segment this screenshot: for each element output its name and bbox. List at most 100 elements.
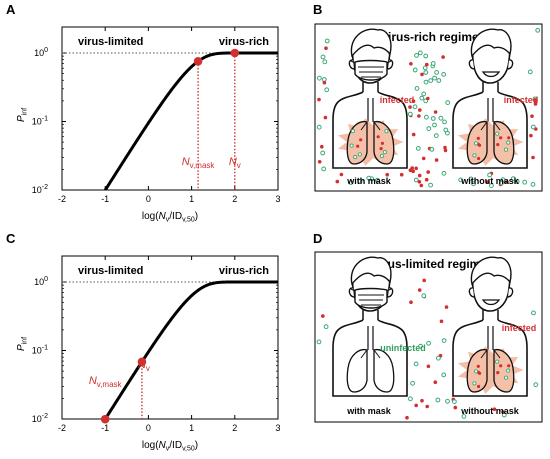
x-tick-label: 1 xyxy=(189,423,194,433)
virus-particle xyxy=(510,176,516,182)
regime-label-rich: virus-rich xyxy=(219,36,269,48)
mask-straps xyxy=(350,288,392,292)
data-point xyxy=(100,414,110,424)
virus-particle xyxy=(445,398,450,404)
ear xyxy=(507,287,514,298)
virus-particle xyxy=(426,96,430,101)
lung-virus-particle xyxy=(353,155,358,160)
virus-particle xyxy=(426,364,431,369)
neck xyxy=(482,82,499,92)
virus-particle xyxy=(420,72,424,77)
x-tick-label: -2 xyxy=(58,194,66,204)
x-tick-label: 0 xyxy=(146,423,151,433)
right-lung xyxy=(373,348,395,393)
trachea xyxy=(367,326,374,350)
virus-particle xyxy=(452,399,457,405)
neck xyxy=(482,310,499,320)
virus-particle xyxy=(414,403,419,408)
virus-particle xyxy=(412,104,418,110)
virus-particle xyxy=(429,147,435,152)
torso xyxy=(332,319,408,397)
caption-left: with mask xyxy=(346,406,392,416)
virus-particle xyxy=(357,178,363,184)
virus-particle xyxy=(405,415,409,420)
plot-frame xyxy=(61,26,279,191)
lung-virus-particle xyxy=(499,364,503,368)
virus-particle xyxy=(414,86,420,91)
hair xyxy=(470,28,512,58)
illustration-b: B virus-rich regime infected infected wi… xyxy=(313,2,543,192)
y-tick-label: 10-1 xyxy=(32,116,48,127)
virus-particle xyxy=(468,176,474,182)
virus-particle xyxy=(422,65,428,71)
mask-pleats xyxy=(358,294,384,306)
virus-particle xyxy=(418,108,422,112)
panel-letter: A xyxy=(6,2,16,17)
virus-particle xyxy=(411,99,416,103)
virus-particle xyxy=(320,144,324,149)
bronchi xyxy=(360,121,381,131)
point-label: Nv,mask xyxy=(182,156,216,170)
virus-particle xyxy=(399,172,404,177)
y-tick-label: 100 xyxy=(34,276,48,287)
virus-particle xyxy=(430,61,436,66)
lung-virus-particle xyxy=(382,150,387,155)
virus-particle xyxy=(433,110,438,114)
neck xyxy=(362,82,379,92)
point-label: Nv,mask xyxy=(89,375,123,389)
x-tick-label: -2 xyxy=(58,423,66,433)
person-without-mask xyxy=(452,256,528,397)
ear xyxy=(468,287,475,298)
virus-particle xyxy=(430,116,436,121)
chart-a: A virus-limited virus-rich -2 -1 0 1 2 3 10-2… xyxy=(6,2,281,224)
virus-particle xyxy=(413,177,419,183)
virus-particle xyxy=(423,53,429,59)
virus-particle xyxy=(443,145,447,150)
axis-ticks xyxy=(61,27,279,191)
data-points xyxy=(193,48,240,66)
lung-virus-particle xyxy=(350,129,355,134)
virus-particle xyxy=(530,114,534,118)
y-tick-labels: 10-2 10-1 100 xyxy=(32,276,48,424)
virus-particle xyxy=(411,169,416,174)
virus-particle xyxy=(530,182,536,187)
caption-left: with mask xyxy=(346,176,392,186)
virus-particle xyxy=(441,55,445,59)
virus-particle xyxy=(441,338,447,344)
left-lung xyxy=(346,348,368,393)
virus-particle xyxy=(425,404,430,409)
virus-particle xyxy=(533,102,538,106)
chart-c: C virus-limited virus-rich -2 -1 0 1 2 3 10-2… xyxy=(6,231,281,453)
virus-particle xyxy=(441,72,447,77)
lung-virus-particle xyxy=(506,368,511,373)
virus-particle xyxy=(434,158,439,162)
y-tick-labels: 10-2 10-1 100 xyxy=(32,47,48,195)
virus-particle xyxy=(426,340,432,346)
virus-particle xyxy=(453,405,458,410)
virus-particle xyxy=(458,177,464,183)
lung-virus-particle xyxy=(499,136,503,140)
virus-particle xyxy=(419,95,425,101)
virus-particle xyxy=(316,124,322,130)
lung-virus-particle xyxy=(376,135,380,139)
regime-label-limited: virus-limited xyxy=(78,265,143,277)
x-axis-label: log(Nv/IDv,50) xyxy=(142,211,198,224)
hair xyxy=(350,256,392,286)
virus-particle xyxy=(324,87,330,93)
virus-particle xyxy=(531,155,535,160)
virus-particle xyxy=(501,410,505,414)
x-tick-label: -1 xyxy=(101,194,109,204)
virus-particle xyxy=(322,80,327,85)
virus-particle xyxy=(529,133,533,138)
mask-pleats xyxy=(358,66,384,78)
virus-particle xyxy=(444,305,449,309)
person-with-mask xyxy=(332,256,408,397)
virus-particle xyxy=(366,175,372,181)
mask-straps xyxy=(350,60,392,64)
virus-particle xyxy=(322,59,328,65)
status-label-left: infected xyxy=(380,95,415,105)
right-lung xyxy=(493,120,515,165)
virus-particle xyxy=(489,183,494,189)
virus-particle xyxy=(317,160,322,164)
status-label-left: uninfected xyxy=(380,343,426,353)
